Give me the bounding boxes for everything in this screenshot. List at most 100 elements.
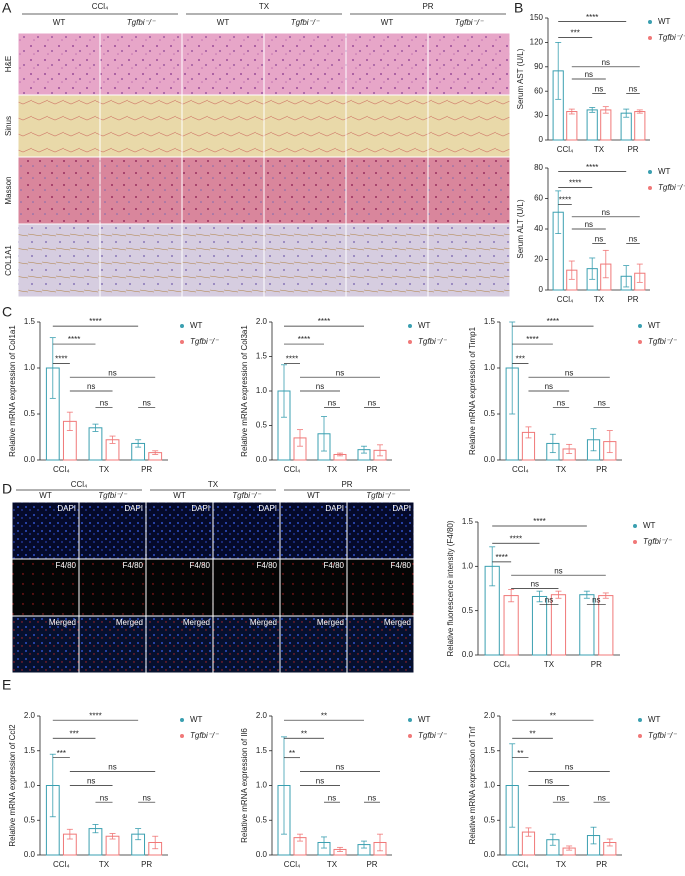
x-tick-label: CCl₄ — [53, 860, 70, 869]
channel-label: F4/80 — [324, 561, 345, 570]
legend-marker — [638, 340, 642, 344]
x-tick-label: TX — [556, 465, 567, 474]
significance-label: ns — [545, 596, 553, 605]
y-tick-label: 0.5 — [24, 409, 36, 418]
significance-label: ns — [602, 208, 610, 217]
y-tick-label: 2.0 — [256, 711, 268, 720]
channel-label: F4/80 — [257, 561, 278, 570]
significance-label: *** — [571, 29, 580, 38]
micrograph — [182, 33, 264, 95]
x-tick-label: PR — [141, 465, 152, 474]
y-axis-label: Relative mRNA expression of Tnf — [468, 726, 477, 844]
x-tick-label: PR — [627, 145, 638, 154]
significance-label: ns — [554, 566, 562, 575]
significance-label: ns — [597, 399, 605, 408]
y-axis-label: Relative mRNA expression of Ccl2 — [8, 724, 17, 847]
significance-label: ns — [585, 70, 593, 79]
x-tick-label: TX — [99, 860, 110, 869]
stain-label: COL1A1 — [4, 245, 13, 276]
legend-label: Tgfbi⁻/⁻ — [658, 33, 685, 42]
significance-label: ns — [545, 777, 553, 786]
panel-letter: B — [514, 0, 523, 16]
legend-label: Tgfbi⁻/⁻ — [648, 731, 677, 740]
micrograph — [428, 224, 510, 297]
significance-label: ** — [550, 711, 556, 720]
y-axis-label: Relative mRNA expression of Timp1 — [468, 326, 477, 455]
group-header: PR — [422, 2, 433, 11]
significance-label: ns — [597, 793, 605, 802]
bar — [586, 109, 598, 141]
significance-label: **** — [586, 163, 598, 172]
micrograph — [264, 224, 346, 297]
y-tick-label: 1.5 — [256, 352, 268, 361]
x-tick-label: CCl₄ — [512, 860, 529, 869]
micrograph — [347, 502, 414, 559]
significance-label: ns — [629, 85, 637, 94]
legend-marker — [180, 340, 184, 344]
x-tick-label: TX — [594, 145, 605, 154]
micrograph — [428, 157, 510, 224]
y-tick-label: 60 — [534, 86, 543, 95]
legend-label: WT — [190, 715, 203, 724]
y-tick-label: 1.0 — [484, 363, 496, 372]
y-tick-label: 120 — [530, 38, 544, 47]
micrograph — [182, 224, 264, 297]
significance-label: ns — [87, 777, 95, 786]
x-tick-label: TX — [327, 465, 338, 474]
channel-label: F4/80 — [190, 561, 211, 570]
y-axis-label: Serum ALT (U/L) — [516, 199, 525, 259]
significance-label: **** — [298, 335, 310, 344]
micrograph — [79, 559, 146, 616]
y-tick-label: 40 — [534, 224, 543, 233]
significance-label: ns — [585, 220, 593, 229]
genotype-header: Tgfbi⁻/⁻ — [98, 491, 127, 500]
x-tick-label: PR — [366, 860, 377, 869]
bar — [88, 427, 103, 461]
significance-label: ns — [595, 235, 603, 244]
legend-marker — [648, 186, 652, 190]
micrograph — [100, 157, 182, 224]
bar — [531, 595, 548, 656]
y-tick-label: 0.5 — [462, 606, 474, 615]
legend-marker — [648, 20, 652, 24]
y-tick-label: 1.5 — [484, 317, 496, 326]
micrograph — [428, 95, 510, 157]
legend-label: Tgfbi⁻/⁻ — [190, 731, 219, 740]
significance-label: ns — [592, 596, 600, 605]
significance-label: ns — [545, 382, 553, 391]
significance-label: ns — [142, 793, 150, 802]
legend-label: WT — [190, 321, 203, 330]
y-tick-label: 0.5 — [256, 421, 268, 430]
genotype-header: Tgfbi⁻/⁻ — [366, 491, 395, 500]
significance-label: ns — [108, 368, 116, 377]
micrograph — [146, 616, 213, 673]
significance-label: ns — [336, 368, 344, 377]
channel-label: DAPI — [191, 504, 210, 513]
micrograph — [100, 33, 182, 95]
x-tick-label: PR — [596, 860, 607, 869]
micrograph — [213, 502, 280, 559]
legend-label: Tgfbi⁻/⁻ — [418, 731, 447, 740]
genotype-header: WT — [217, 18, 230, 27]
genotype-header: WT — [381, 18, 394, 27]
channel-label: Merged — [384, 618, 411, 627]
x-tick-label: CCl₄ — [557, 295, 574, 304]
y-tick-label: 1.0 — [24, 363, 36, 372]
y-tick-label: 1.0 — [484, 781, 496, 790]
y-axis-label: Relative fluorescence intensity (F4/80) — [446, 520, 455, 656]
genotype-header: WT — [307, 491, 320, 500]
channel-label: F4/80 — [56, 561, 77, 570]
y-tick-label: 0.5 — [484, 815, 496, 824]
legend-marker — [648, 36, 652, 40]
bar — [566, 111, 578, 141]
y-axis-label: Relative mRNA expression of Il6 — [240, 728, 249, 843]
micrograph — [18, 157, 100, 224]
significance-label: ns — [368, 793, 376, 802]
x-tick-label: TX — [544, 660, 555, 669]
significance-label: ns — [87, 382, 95, 391]
genotype-header: Tgfbi⁻/⁻ — [291, 18, 320, 27]
significance-label: **** — [510, 534, 522, 543]
micrograph — [18, 33, 100, 95]
legend-label: Tgfbi⁻/⁻ — [643, 537, 672, 546]
